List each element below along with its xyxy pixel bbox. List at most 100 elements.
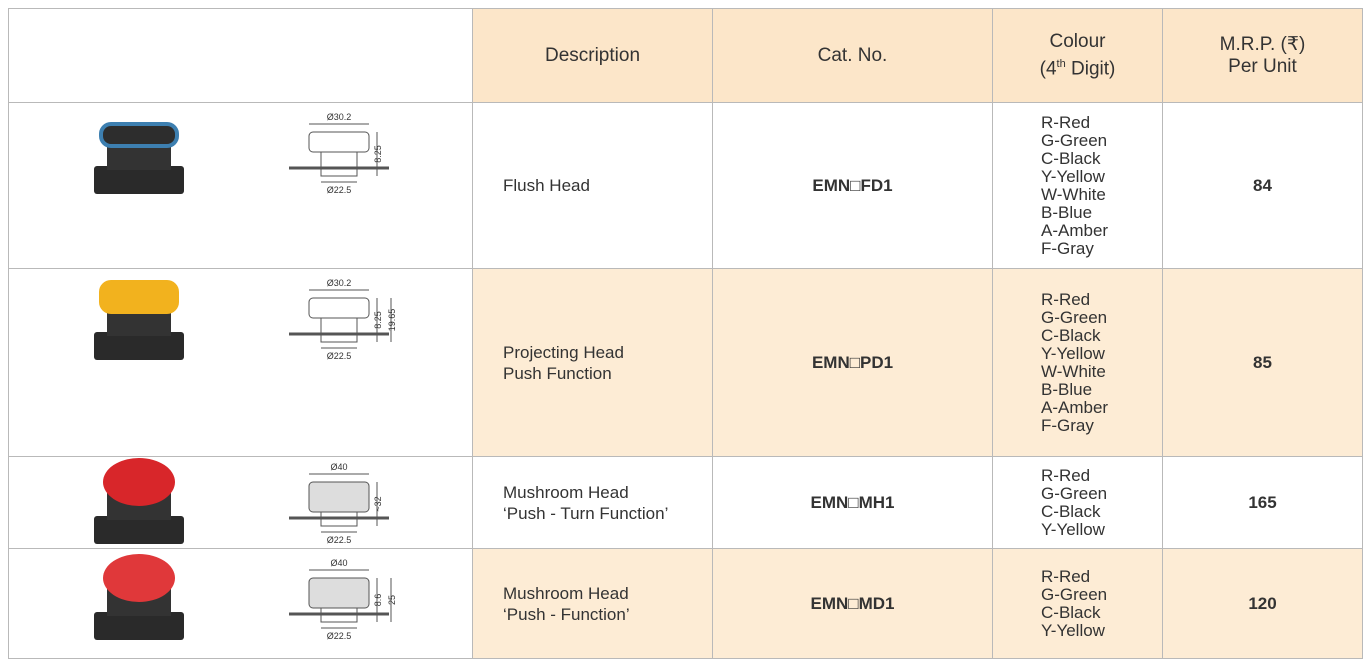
image-cell: Ø30.2 8.25 19.65 Ø22.5: [8, 268, 473, 457]
image-header: [8, 8, 473, 103]
mrp-cell: 165: [1162, 456, 1363, 549]
colour-option: Y-Yellow: [1041, 343, 1105, 363]
header-text: M.R.P. (₹): [1219, 33, 1306, 55]
colour-option: C-Black: [1041, 148, 1101, 168]
colour-option: F-Gray: [1041, 415, 1094, 435]
header-text: Per Unit: [1228, 55, 1297, 77]
colour-header: Colour (4th Digit): [992, 8, 1163, 103]
colour-option: W-White: [1041, 361, 1106, 381]
cat-header: Cat. No.: [712, 8, 993, 103]
button-cap: [99, 279, 179, 314]
drawing-head: [308, 577, 370, 608]
dim-label: Ø22.5: [327, 631, 352, 641]
colour-option: G-Green: [1041, 483, 1108, 503]
colour-option: R-Red: [1041, 289, 1091, 309]
dim-label: Ø30.2: [327, 278, 352, 288]
product-row: Ø30.2 8.25 19.65 Ø22.5 Projecting Head Push F…: [8, 268, 1363, 457]
header-text: Digit): [1071, 58, 1116, 80]
price-table: Description Cat. No. Colour (4th Digit) M…: [8, 8, 1363, 659]
description-text: Projecting Head: [503, 342, 624, 362]
colour-option: A-Amber: [1041, 220, 1109, 240]
description-text: Push Function: [503, 363, 612, 383]
cat-cell: EMN□FD1: [712, 102, 993, 269]
product-images: Ø30.2 8.25 19.65 Ø22.5: [94, 278, 397, 361]
colour-cell: R-Red G-Green C-Black Y-Yellow: [992, 456, 1163, 549]
dim-label: 19.65: [387, 308, 397, 331]
description-cell: Mushroom Head ‘Push - Function’: [472, 548, 713, 659]
description-text: ‘Push - Function’: [503, 604, 630, 624]
colour-option: G-Green: [1041, 307, 1108, 327]
button-base: [94, 611, 184, 640]
drawing-head: [308, 131, 370, 152]
drawing-body: [320, 317, 358, 342]
colour-option: Y-Yellow: [1041, 519, 1105, 539]
table-body: Ø30.2 8.25 Ø22.5 Flush Head EMN□FD1 R-Red G-Gr…: [8, 102, 1363, 659]
cat-no: EMN□FD1: [812, 175, 893, 195]
description-text: Mushroom Head: [503, 583, 629, 603]
button-base: [94, 165, 184, 194]
image-cell: Ø40 ~32 Ø22.5: [8, 456, 473, 549]
price: 84: [1253, 175, 1272, 195]
mrp-cell: 85: [1162, 268, 1363, 457]
drawing-head: [308, 297, 370, 318]
colour-option: C-Black: [1041, 325, 1101, 345]
dim-label: 8.25: [373, 311, 383, 329]
description-text: Mushroom Head: [503, 482, 629, 502]
product-images: Ø30.2 8.25 Ø22.5: [94, 112, 389, 195]
price: 165: [1248, 492, 1277, 512]
price: 120: [1248, 593, 1277, 613]
dim-label: 8.25: [373, 145, 383, 163]
header-sup: th: [1056, 57, 1066, 70]
colour-option: G-Green: [1041, 584, 1108, 604]
colour-option: C-Black: [1041, 602, 1101, 622]
colour-cell: R-Red G-Green C-Black Y-Yellow W-White B-Blue…: [992, 268, 1163, 457]
header-text: Cat. No.: [817, 44, 888, 66]
dim-label: 8.6: [373, 593, 383, 606]
cat-cell: EMN□MH1: [712, 456, 993, 549]
colour-cell: R-Red G-Green C-Black Y-Yellow W-White B-Blue…: [992, 102, 1163, 269]
colour-option: A-Amber: [1041, 397, 1109, 417]
product-row: Ø30.2 8.25 Ø22.5 Flush Head EMN□FD1 R-Red G-Gr…: [8, 102, 1363, 269]
cat-cell: EMN□PD1: [712, 268, 993, 457]
description-header: Description: [472, 8, 713, 103]
cat-no: EMN□PD1: [811, 352, 894, 372]
dim-label: 25: [387, 594, 397, 604]
colour-option: R-Red: [1041, 465, 1091, 485]
button-base: [94, 331, 184, 360]
drawing-body: [320, 151, 358, 176]
description-cell: Projecting Head Push Function: [472, 268, 713, 457]
button-cap: [103, 457, 175, 506]
header-row: Description Cat. No. Colour (4th Digit) M…: [8, 8, 1363, 103]
colour-option: F-Gray: [1041, 238, 1094, 258]
dim-label: Ø22.5: [327, 535, 352, 545]
description-cell: Flush Head: [472, 102, 713, 269]
image-cell: Ø40 8.6 25 Ø22.5: [8, 548, 473, 659]
header-text: (4: [1039, 58, 1057, 80]
mrp-cell: 84: [1162, 102, 1363, 269]
product-images: Ø40 8.6 25 Ø22.5: [94, 553, 397, 641]
colour-cell: R-Red G-Green C-Black Y-Yellow: [992, 548, 1163, 659]
cat-no: EMN□MH1: [810, 492, 895, 512]
dim-label: Ø22.5: [327, 185, 352, 195]
cat-no: EMN□MD1: [810, 593, 895, 613]
colour-option: R-Red: [1041, 112, 1091, 132]
button-cap: [99, 121, 179, 148]
product-images: Ø40 ~32 Ø22.5: [94, 457, 389, 545]
colour-option: C-Black: [1041, 501, 1101, 521]
dim-label: Ø40: [330, 462, 347, 472]
cat-cell: EMN□MD1: [712, 548, 993, 659]
header-text: Colour: [1049, 30, 1106, 52]
button-cap: [103, 553, 175, 602]
description-cell: Mushroom Head ‘Push - Turn Function’: [472, 456, 713, 549]
colour-option: B-Blue: [1041, 202, 1093, 222]
colour-option: Y-Yellow: [1041, 166, 1105, 186]
button-base: [94, 515, 184, 544]
dim-label: Ø22.5: [327, 351, 352, 361]
product-row: Ø40 8.6 25 Ø22.5 Mushroom Head ‘Push - Functi…: [8, 548, 1363, 659]
product-row: Ø40 ~32 Ø22.5 Mushroom Head ‘Push - Turn Fun…: [8, 456, 1363, 549]
price: 85: [1253, 352, 1272, 372]
colour-option: Y-Yellow: [1041, 620, 1105, 640]
mrp-cell: 120: [1162, 548, 1363, 659]
mrp-header: M.R.P. (₹) Per Unit: [1162, 8, 1363, 103]
